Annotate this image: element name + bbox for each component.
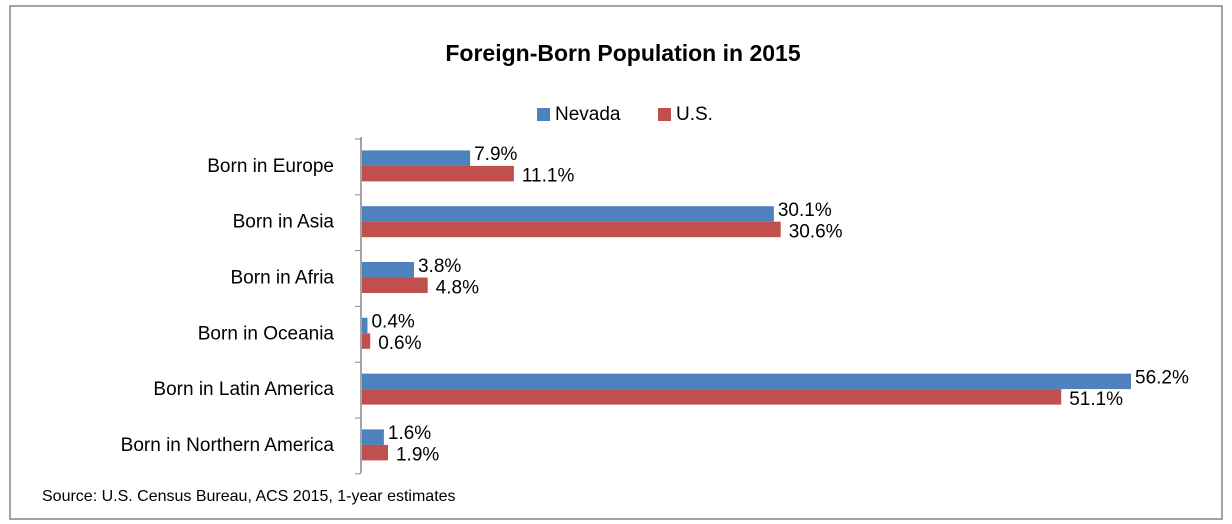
bar xyxy=(362,389,1062,405)
data-label: 0.4% xyxy=(371,312,414,333)
bar xyxy=(362,373,1131,390)
y-tick-label: Born in Latin America xyxy=(153,379,334,400)
bar xyxy=(362,333,371,349)
bar xyxy=(362,317,368,334)
bar xyxy=(362,429,384,445)
legend-swatch xyxy=(537,108,550,121)
data-label: 7.9% xyxy=(474,144,517,165)
bar xyxy=(362,206,774,222)
bar xyxy=(362,277,428,293)
data-label: 0.6% xyxy=(378,333,421,354)
data-label: 30.1% xyxy=(778,200,832,221)
data-label: 3.8% xyxy=(418,256,461,277)
legend-label: U.S. xyxy=(676,104,713,125)
y-tick-label: Born in Oceania xyxy=(198,323,335,344)
y-tick-label: Born in Asia xyxy=(233,212,335,233)
legend-label: Nevada xyxy=(555,104,621,125)
legend-swatch xyxy=(658,108,671,121)
bar xyxy=(362,221,781,238)
chart-title: Foreign-Born Population in 2015 xyxy=(445,40,800,66)
y-tick-label: Born in Northern America xyxy=(121,435,335,456)
data-label: 1.9% xyxy=(396,445,439,466)
source-note: Source: U.S. Census Bureau, ACS 2015, 1-… xyxy=(42,488,456,505)
bar xyxy=(362,262,414,278)
bar xyxy=(362,150,471,166)
chart-border xyxy=(9,5,1223,520)
bar xyxy=(362,444,388,461)
data-label: 11.1% xyxy=(522,166,575,187)
data-label: 56.2% xyxy=(1135,367,1189,388)
data-label: 1.6% xyxy=(388,423,431,444)
y-tick-label: Born in Europe xyxy=(207,156,334,177)
data-label: 30.6% xyxy=(789,221,843,242)
data-label: 51.1% xyxy=(1069,389,1123,410)
bar xyxy=(362,165,514,182)
y-tick-label: Born in Afria xyxy=(231,268,335,289)
data-label: 4.8% xyxy=(436,277,479,298)
